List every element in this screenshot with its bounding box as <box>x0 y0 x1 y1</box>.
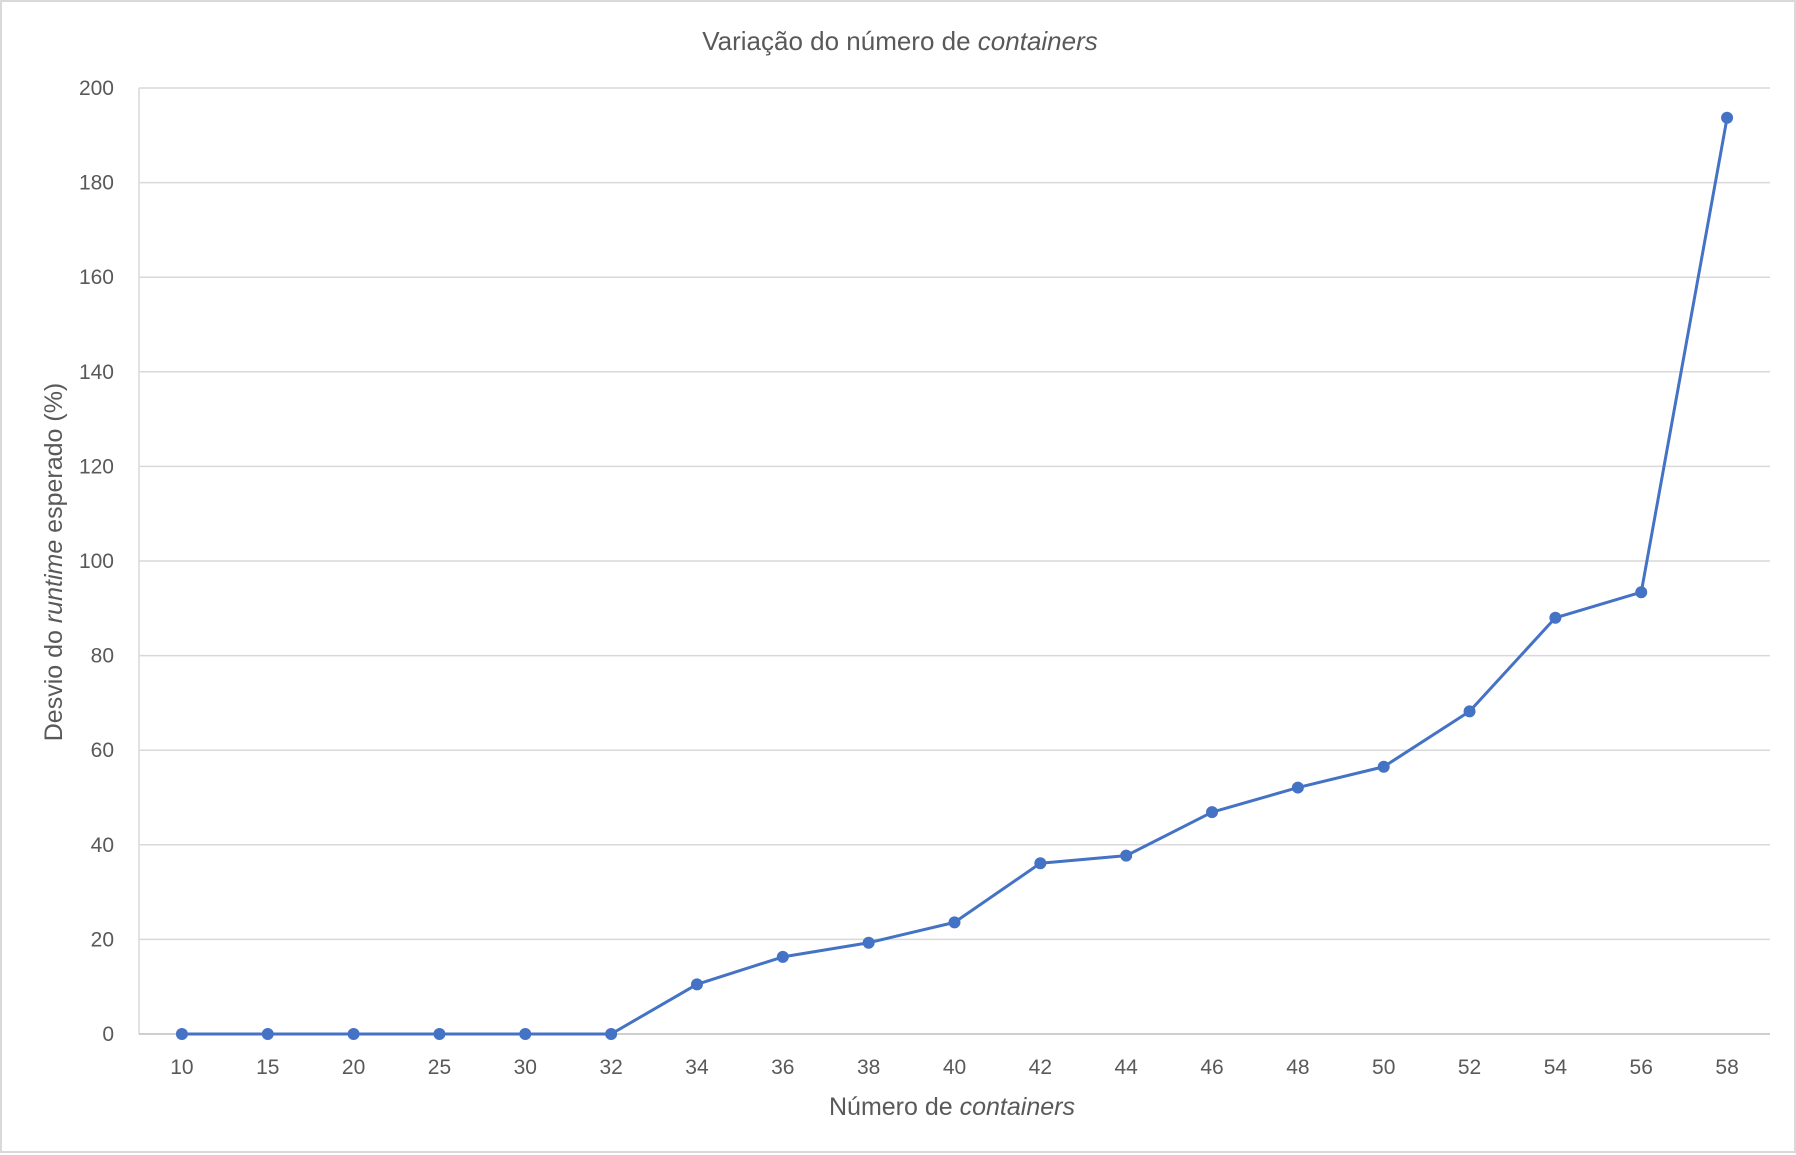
x-tick-label: 48 <box>1286 1056 1309 1079</box>
x-tick-label: 54 <box>1544 1056 1568 1079</box>
axes: 0 20 40 60 80 100 120 140 160 180 200 10 15 20 25 30 32 3… <box>79 77 1770 1079</box>
y-tick-label: 20 <box>91 928 114 951</box>
x-tick-label: 32 <box>599 1056 622 1079</box>
x-tick-label: 46 <box>1200 1056 1223 1079</box>
y-tick-label: 40 <box>91 834 114 857</box>
y-tick-label: 180 <box>79 172 114 195</box>
x-tick-label: 50 <box>1372 1056 1395 1079</box>
x-axis-title: Número de containers <box>829 1093 1075 1121</box>
data-point <box>1721 111 1734 124</box>
data-point <box>1034 857 1047 870</box>
data-point <box>175 1028 188 1040</box>
x-tick-label: 15 <box>256 1056 279 1079</box>
labels: Variação do número de containers Número … <box>40 26 1098 1121</box>
y-tick-label: 160 <box>79 266 114 289</box>
x-tick-label: 40 <box>943 1056 966 1079</box>
x-tick-label: 44 <box>1115 1056 1139 1079</box>
data-point <box>862 936 875 949</box>
data-point <box>1120 849 1133 862</box>
y-tick-label: 60 <box>91 739 114 762</box>
series-markers <box>175 111 1734 1040</box>
x-tick-label: 30 <box>514 1056 537 1079</box>
data-point <box>433 1028 446 1040</box>
data-point <box>1377 760 1390 773</box>
data-point <box>1291 781 1304 794</box>
data-point <box>1549 611 1562 624</box>
x-tick-label: 36 <box>771 1056 794 1079</box>
y-tick-label: 80 <box>91 645 114 668</box>
chart-title: Variação do número de containers <box>702 26 1098 56</box>
y-tick-label: 0 <box>102 1023 114 1046</box>
x-tick-label: 25 <box>428 1056 451 1079</box>
x-tick-label: 52 <box>1458 1056 1481 1079</box>
data-point <box>605 1028 618 1040</box>
gridlines <box>139 87 1770 941</box>
y-tick-label: 120 <box>79 455 114 478</box>
data-point <box>690 978 703 991</box>
data-point <box>347 1028 360 1040</box>
series-line <box>180 116 1729 1036</box>
data-point <box>1206 806 1219 819</box>
x-tick-label: 56 <box>1630 1056 1653 1079</box>
x-tick-label: 42 <box>1029 1056 1052 1079</box>
series-line <box>180 116 1729 1036</box>
y-tick-label: 100 <box>79 550 114 573</box>
x-tick-label: 20 <box>342 1056 365 1079</box>
y-axis-title: Desvio do runtime esperado (%) <box>40 383 68 742</box>
data-point <box>948 916 961 929</box>
data-point <box>519 1028 532 1040</box>
data-point <box>261 1028 274 1040</box>
x-tick-label: 10 <box>170 1056 193 1079</box>
y-tick-label: 140 <box>79 361 114 384</box>
x-tick-label: 38 <box>857 1056 880 1079</box>
data-point <box>776 950 789 963</box>
data-point <box>1463 705 1476 718</box>
x-tick-label: 34 <box>685 1056 709 1079</box>
y-tick-label: 200 <box>79 77 114 100</box>
x-tick-label: 58 <box>1715 1056 1738 1079</box>
data-point <box>1635 586 1648 599</box>
